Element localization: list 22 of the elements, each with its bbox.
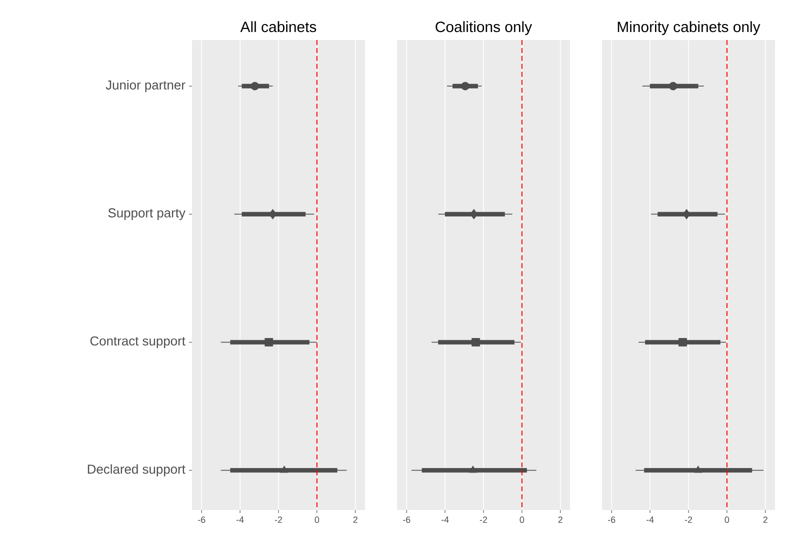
x-tick-label: -2 [274,516,282,523]
x-tick-label: 2 [353,516,358,523]
x-tick-label: -4 [236,516,244,523]
x-tick-label: 0 [520,516,524,523]
chart-title: Coalitions only [436,21,532,36]
x-tick-label: -6 [403,516,410,523]
y-tick-label: Declared support [88,464,186,476]
x-tick-label: 2 [558,516,562,523]
chart-title: Minority cabinets only [618,21,760,36]
x-tick-label: -6 [608,516,616,523]
x-tick-label: -2 [684,516,692,523]
chart-title: All cabinets [240,21,316,32]
y-tick-label: Support party [108,208,186,220]
x-tick-label: -4 [441,516,449,523]
x-tick-label: -4 [646,516,654,523]
y-tick-label: Junior partner [106,80,186,92]
x-tick-label: 0 [314,516,320,523]
x-tick-label: -6 [198,516,206,523]
y-tick-label: Contract support [90,336,186,348]
x-tick-label: 0 [724,516,730,523]
x-tick-label: 2 [763,516,768,523]
x-tick-label: -2 [480,516,488,523]
